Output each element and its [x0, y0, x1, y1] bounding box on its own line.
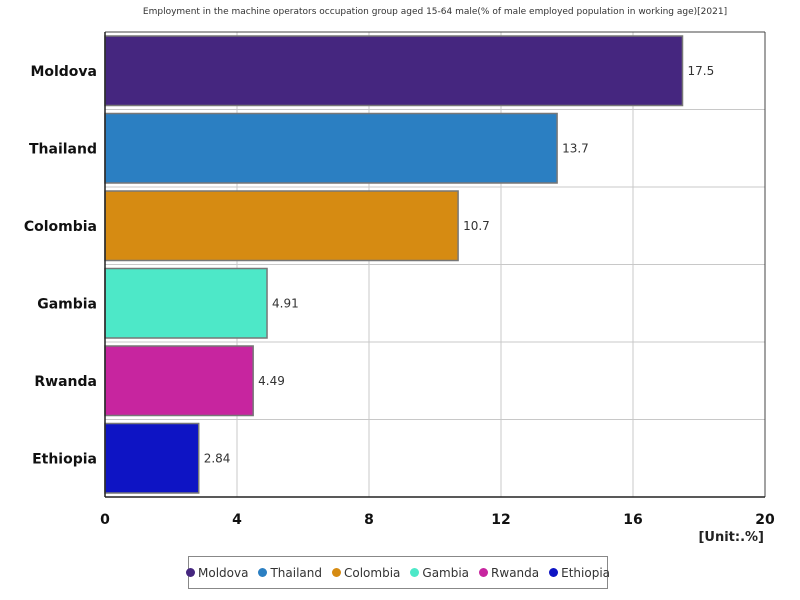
category-label-ethiopia: Ethiopia	[32, 451, 97, 467]
bar-moldova	[104, 35, 684, 107]
legend-label: Colombia	[344, 565, 401, 580]
category-label-thailand: Thailand	[29, 141, 97, 157]
legend-label: Rwanda	[491, 565, 540, 580]
chart-title: Employment in the machine operators occu…	[142, 7, 728, 17]
category-label-gambia: Gambia	[37, 296, 97, 312]
x-tick-label: 16	[623, 512, 642, 528]
value-label-gambia: 4.91	[272, 296, 299, 310]
bar-rwanda	[104, 345, 254, 417]
legend-label: Thailand	[270, 565, 322, 580]
legend-label: Gambia	[422, 565, 470, 580]
x-tick-label: 20	[755, 512, 775, 528]
value-label-rwanda: 4.49	[258, 374, 285, 388]
chart-legend: Moldova Thailand Colombia Gambia Rwanda Ethio…	[186, 556, 610, 589]
x-tick-label: 0	[100, 512, 110, 528]
x-tick-label: 4	[232, 512, 242, 528]
legend-item-colombia: Colombia	[332, 566, 400, 580]
legend-item-gambia: Gambia	[410, 566, 469, 580]
legend-item-rwanda: Rwanda	[479, 566, 539, 580]
legend-label: Ethiopia	[561, 565, 611, 580]
bar-colombia	[104, 190, 459, 262]
category-label-moldova: Moldova	[30, 64, 97, 80]
value-label-colombia: 10.7	[463, 219, 490, 233]
legend-marker	[549, 568, 559, 577]
category-label-rwanda: Rwanda	[34, 374, 97, 390]
category-label-colombia: Colombia	[24, 219, 97, 235]
value-label-moldova: 17.5	[688, 64, 715, 78]
x-tick-label: 8	[364, 512, 374, 528]
legend-label: Moldova	[198, 565, 249, 580]
bar-thailand	[104, 112, 558, 184]
legend-marker	[410, 568, 420, 577]
unit-label: [Unit:.%]	[698, 530, 764, 545]
legend-item-moldova: Moldova	[186, 566, 248, 580]
legend-item-ethiopia: Ethiopia	[549, 566, 610, 580]
x-tick-label: 12	[491, 512, 510, 528]
bar-ethiopia	[104, 422, 200, 494]
legend-marker	[479, 568, 489, 577]
value-label-thailand: 13.7	[562, 141, 589, 155]
legend-item-thailand: Thailand	[258, 566, 322, 580]
bar-gambia	[104, 267, 268, 339]
legend-marker	[332, 568, 341, 577]
legend-marker	[258, 568, 268, 577]
legend-marker	[186, 568, 195, 577]
value-label-ethiopia: 2.84	[204, 451, 231, 465]
